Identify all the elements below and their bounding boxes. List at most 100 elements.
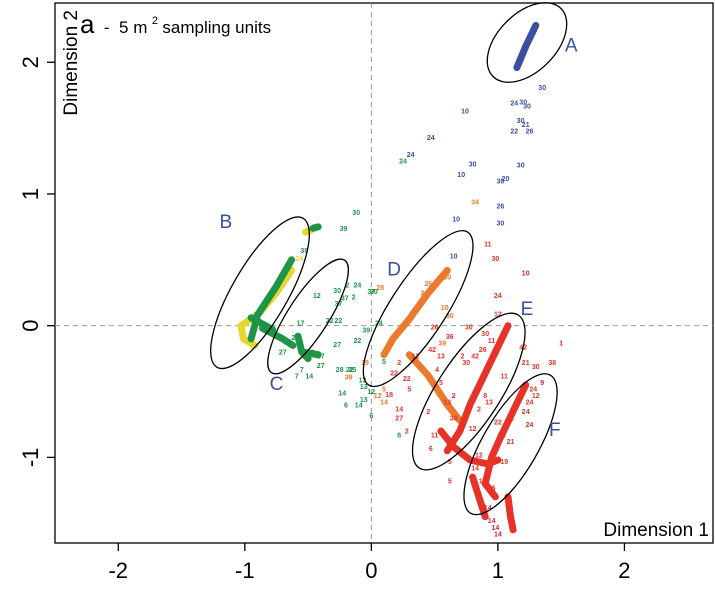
point-label-98: 10: [492, 350, 500, 357]
cluster-orange-10: [405, 351, 464, 424]
point-label-124: 13: [479, 479, 487, 486]
point-label-7: 22: [510, 128, 518, 135]
point-label-91: 26: [424, 281, 432, 288]
point-label-64: 14: [338, 391, 346, 398]
point-label-16: 20: [502, 176, 510, 183]
point-label-66: 14: [355, 402, 363, 409]
cluster-blue-8: [513, 21, 540, 71]
x-axis-title: Dimension 1: [603, 520, 709, 541]
point-label-89: 24: [421, 290, 429, 297]
cluster-red-14: [469, 473, 489, 521]
group-label-a: A: [565, 35, 578, 56]
point-label-57: 14: [305, 373, 313, 380]
point-label-94: 26: [479, 347, 487, 354]
point-label-109: 13: [443, 400, 451, 407]
point-label-81: 42: [428, 347, 436, 354]
x-tick-label-1: -1: [235, 558, 255, 583]
y-tick-label-2: 1: [18, 188, 43, 200]
group-label-f: F: [549, 420, 561, 441]
x-tick-label-0: -2: [108, 558, 128, 583]
point-label-135: 12: [532, 393, 540, 400]
point-label-116: 2: [426, 409, 430, 416]
chart-title-sup: 2: [152, 15, 158, 27]
point-label-6: 21: [522, 122, 530, 129]
point-label-87: 10: [441, 305, 449, 312]
point-label-130: 14: [494, 531, 502, 538]
point-label-123: 14: [471, 466, 479, 473]
point-label-76: 5: [407, 387, 411, 394]
point-label-97: 11: [488, 338, 496, 345]
cluster-red-15: [504, 493, 517, 534]
point-label-125: 19: [500, 459, 508, 466]
point-label-133: 9: [540, 380, 544, 387]
chart-title-rest: sampling units: [162, 18, 271, 37]
point-label-88: 30: [446, 313, 454, 320]
point-label-99: 2: [461, 354, 465, 361]
point-label-134: 24: [529, 387, 537, 394]
point-label-29: 2: [345, 283, 349, 290]
cluster-green-7: [298, 348, 322, 359]
point-label-113: 13: [485, 400, 493, 407]
point-label-40: 22: [326, 318, 334, 325]
point-label-44: 22: [292, 335, 300, 342]
point-label-34: 2: [352, 294, 356, 301]
point-label-78: 22: [403, 376, 411, 383]
point-label-137: 24: [526, 422, 534, 429]
group-label-d: D: [387, 259, 401, 280]
point-label-131: 24: [526, 400, 534, 407]
point-label-105: 38: [548, 360, 556, 367]
point-label-121: 21: [507, 439, 515, 446]
point-label-27: 39: [300, 248, 308, 255]
chart-title: a - 5 m 2 sampling units: [80, 9, 271, 39]
point-label-21: 30: [352, 210, 360, 217]
x-tick-label-4: 2: [618, 558, 630, 583]
point-label-103: 21: [522, 360, 530, 367]
point-label-20: 30: [497, 221, 505, 228]
point-label-77: 22: [390, 371, 398, 378]
point-label-43: 24: [375, 321, 383, 328]
cluster-red-11: [443, 322, 512, 455]
y-tick-label-3: 2: [18, 56, 43, 68]
point-label-59: 28: [336, 367, 344, 374]
point-label-139: 5: [448, 479, 452, 486]
point-label-93: 30: [481, 331, 489, 338]
point-label-24: 30: [492, 256, 500, 263]
point-label-39: 17: [297, 321, 305, 328]
point-label-37: 30: [370, 289, 378, 296]
cluster-green-5: [259, 324, 297, 349]
ellipse-group-d: [362, 230, 474, 388]
group-ellipses: A B C D E F: [210, 2, 578, 516]
point-label-101: 12: [494, 312, 502, 319]
point-label-42: 39: [362, 327, 370, 334]
point-label-79: 2: [397, 360, 401, 367]
point-label-33: 37: [341, 296, 349, 303]
x-tick-label-2: 0: [365, 558, 377, 583]
point-label-58: 27: [317, 363, 325, 370]
point-label-26: 10: [522, 271, 530, 278]
point-label-100: 24: [494, 293, 502, 300]
point-label-84: 39: [438, 340, 446, 347]
point-label-32: 12: [313, 293, 321, 300]
point-label-15: 30: [497, 178, 505, 185]
point-label-72: 5: [382, 387, 386, 394]
point-label-2: 24: [510, 101, 518, 108]
point-label-128: 14: [488, 518, 496, 525]
point-label-110: 38: [450, 416, 458, 423]
chart-title-main: 5 m: [119, 18, 147, 37]
point-label-9: 24: [427, 135, 435, 142]
point-label-47: 5: [382, 359, 386, 366]
point-label-90: 30: [443, 275, 451, 282]
point-label-112: 2: [477, 406, 481, 413]
point-label-138: 11: [507, 416, 515, 423]
point-label-117: 5: [448, 459, 452, 466]
point-label-65: 6: [344, 402, 348, 409]
point-label-12: 30: [469, 161, 477, 168]
point-label-92: 30: [465, 325, 473, 332]
point-label-50: 27: [317, 354, 325, 361]
point-label-13: 30: [517, 163, 525, 170]
point-label-69: 6: [369, 413, 373, 420]
point-label-61: 13: [360, 384, 368, 391]
point-label-132: 1: [559, 340, 563, 347]
point-label-119: 22: [494, 420, 502, 427]
